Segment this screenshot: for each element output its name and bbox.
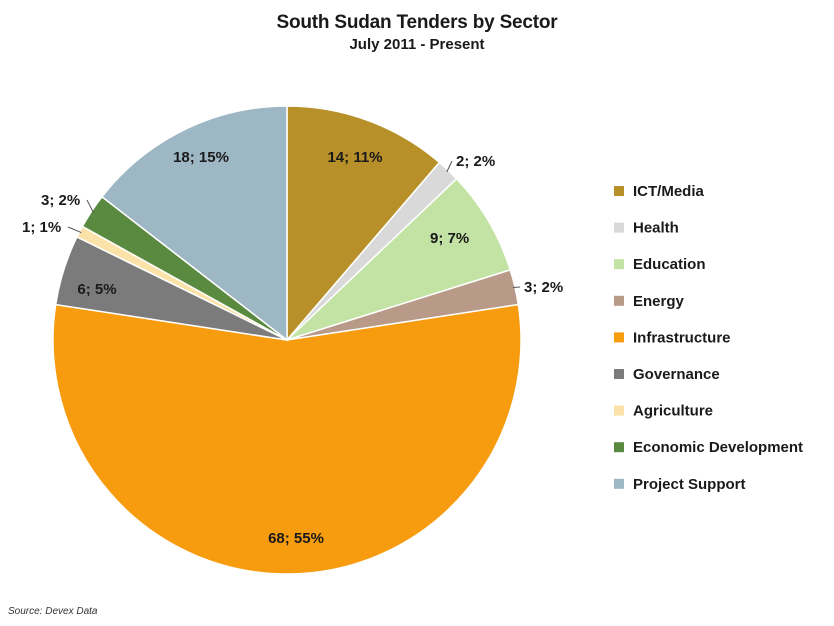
slice-label-governance: 6; 5% (77, 281, 116, 298)
slice-label-infrastructure: 68; 55% (268, 530, 324, 547)
legend-label-economic-development: Economic Development (633, 439, 803, 456)
legend-label-project-support: Project Support (633, 476, 746, 493)
slice-label-economic-development: 3; 2% (41, 192, 80, 209)
legend-label-infrastructure: Infrastructure (633, 329, 731, 346)
legend-swatch-education (614, 259, 624, 270)
legend-swatch-energy (614, 295, 624, 306)
legend-swatch-ict-media (614, 186, 624, 196)
pie-slice-project-support (100, 105, 288, 342)
legend-label-education: Education (633, 256, 706, 273)
source-note: Source: Devex Data (8, 606, 98, 617)
leader-line-health (446, 160, 453, 173)
legend-swatch-health (614, 222, 624, 233)
leader-line-economic-development (86, 199, 94, 213)
slice-label-education: 9; 7% (430, 230, 469, 247)
chart-subtitle: July 2011 - Present (349, 36, 485, 53)
legend-label-energy: Energy (633, 293, 685, 310)
slice-label-ict-media: 14; 11% (327, 149, 382, 166)
legend-swatch-governance (614, 369, 624, 379)
legend-label-governance: Governance (633, 366, 720, 383)
pie-slice-education (286, 177, 512, 341)
pie-slice-infrastructure (52, 303, 522, 575)
leader-line-energy (512, 286, 521, 289)
legend-swatch-project-support (614, 478, 624, 489)
legend-label-health: Health (633, 220, 679, 237)
legend-swatch-economic-development (614, 442, 624, 453)
pie-chart: 14; 11% 2; 2% 9; 7% 3; 2% 68; 55% 6; 5% 1; 1% 3… (22, 105, 803, 575)
legend-swatch-agriculture (614, 405, 624, 416)
legend-label-agriculture: Agriculture (633, 403, 713, 420)
legend-swatch-infrastructure (614, 332, 624, 343)
chart-title: South Sudan Tenders by Sector (276, 12, 558, 33)
slice-label-project-support: 18; 15% (173, 149, 229, 166)
slice-label-energy: 3; 2% (524, 279, 563, 296)
pie-slice-ict-media (286, 105, 441, 343)
slice-label-agriculture: 1; 1% (22, 219, 61, 236)
slice-label-health: 2; 2% (456, 153, 495, 170)
legend-label-ict-media: ICT/Media (633, 183, 704, 200)
leader-line-agriculture (67, 226, 82, 234)
